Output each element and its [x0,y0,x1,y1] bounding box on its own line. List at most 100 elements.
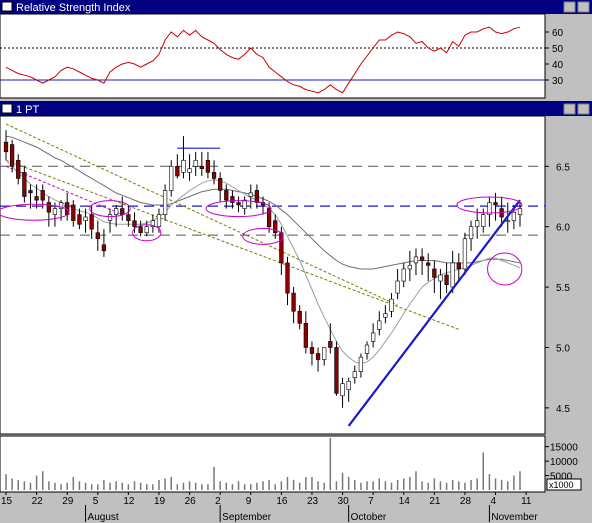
candle-up [364,344,370,354]
price-tick-label: 6.0 [556,223,570,234]
candle-down [266,208,272,227]
candle-up [156,214,162,227]
candle-up [58,202,64,209]
candle-down [77,214,82,225]
candle-up [389,298,394,312]
candle-down [89,214,94,230]
candle-down [230,196,235,203]
candle-down [34,196,39,201]
candle-up [181,159,186,173]
volume-tick-label: 15000 [550,443,578,454]
x-tick-label: 28 [460,496,472,507]
candle-up [358,356,364,372]
candle-down [22,172,27,197]
annotation-circle [487,252,523,286]
price-tick-label: 5.5 [556,283,570,294]
candle-up [505,220,510,222]
price-layer [0,123,545,427]
candle-down [120,208,125,215]
price-tick-label: 6.5 [556,162,570,173]
annotation-circle [242,227,284,245]
candle-down [309,347,315,354]
candle-up [248,192,253,197]
price-tick-label: 5.0 [556,343,570,354]
candle-up [114,208,119,215]
rsi-tick-label: 40 [552,60,564,71]
x-tick-label: 2 [215,496,221,507]
annotation-circle [89,200,131,218]
candle-down [71,204,76,221]
candle-up [371,332,376,342]
volume-tick-label: 10000 [550,457,578,468]
candle-down [456,262,461,270]
candle-up [517,208,523,215]
candle-up [187,168,192,173]
price-y-axis: 6.5 6.0 5.5 5.0 4.5 [545,162,570,415]
candle-up [52,208,58,215]
rsi-minimize-button[interactable] [563,1,576,13]
price-close-button[interactable] [577,103,590,115]
candle-down [444,274,449,285]
candle-up [322,347,327,360]
x-tick-label: 26 [185,496,197,507]
candle-up [144,226,149,234]
price-tick-label: 4.5 [556,404,570,415]
candle-up [468,226,474,240]
candle-down [254,190,260,203]
candle-down [426,262,431,266]
candle-up [83,216,88,221]
month-label: August [88,512,119,523]
x-tick-label: 30 [338,496,350,507]
candle-down [175,166,180,177]
channel-upper-line [5,159,459,330]
candle-up [413,256,419,264]
rsi-y-axis: 60 50 40 30 [545,28,564,87]
x-tick-label: 21 [429,496,441,507]
rsi-window-icon[interactable] [1,1,13,12]
volume-y-axis: 15000 10000 5000 [545,443,578,483]
x-tick-label: 12 [123,496,135,507]
rsi-plot-area [0,13,546,99]
candle-up [475,220,480,227]
candle-down [303,323,308,348]
x-tick-label: 11 [521,496,532,507]
candle-down [432,268,437,278]
price-minimize-button[interactable] [563,103,576,115]
rsi-tick-label: 60 [552,28,564,39]
x-tick-label: 9 [246,496,252,507]
candle-down [291,292,296,312]
volume-plot-area [0,435,546,493]
candle-down [334,347,339,394]
candle-down [273,220,278,234]
candle-down [95,232,100,240]
x-tick-label: 23 [307,496,319,507]
candle-up [169,166,174,191]
price-window-icon[interactable] [1,103,13,114]
candle-up [487,202,492,215]
annotation-circle [132,224,162,242]
channel-lower-line [5,123,398,306]
candle-down [46,202,51,213]
candle-down [40,190,45,201]
candle-down [328,341,333,348]
candle-up [162,190,168,215]
rsi-tick-label: 50 [552,44,564,55]
month-label: September [222,512,272,523]
candle-up [242,199,247,209]
rsi-line [5,26,521,94]
month-label: October [351,512,387,523]
rsi-close-button[interactable] [577,1,590,13]
rsi-title: Relative Strength Index [16,2,131,14]
candle-down [9,144,15,167]
candle-down [138,226,143,234]
price-title-bar [0,101,592,116]
candle-down [211,172,217,179]
rsi-layer [0,26,545,94]
candle-down [101,244,107,252]
rsi-title-bar [0,0,592,14]
x-tick-label: 19 [154,496,166,507]
x-tick-label: 22 [32,496,44,507]
x-tick-label: 14 [399,496,411,507]
annotation-circle [0,203,70,221]
